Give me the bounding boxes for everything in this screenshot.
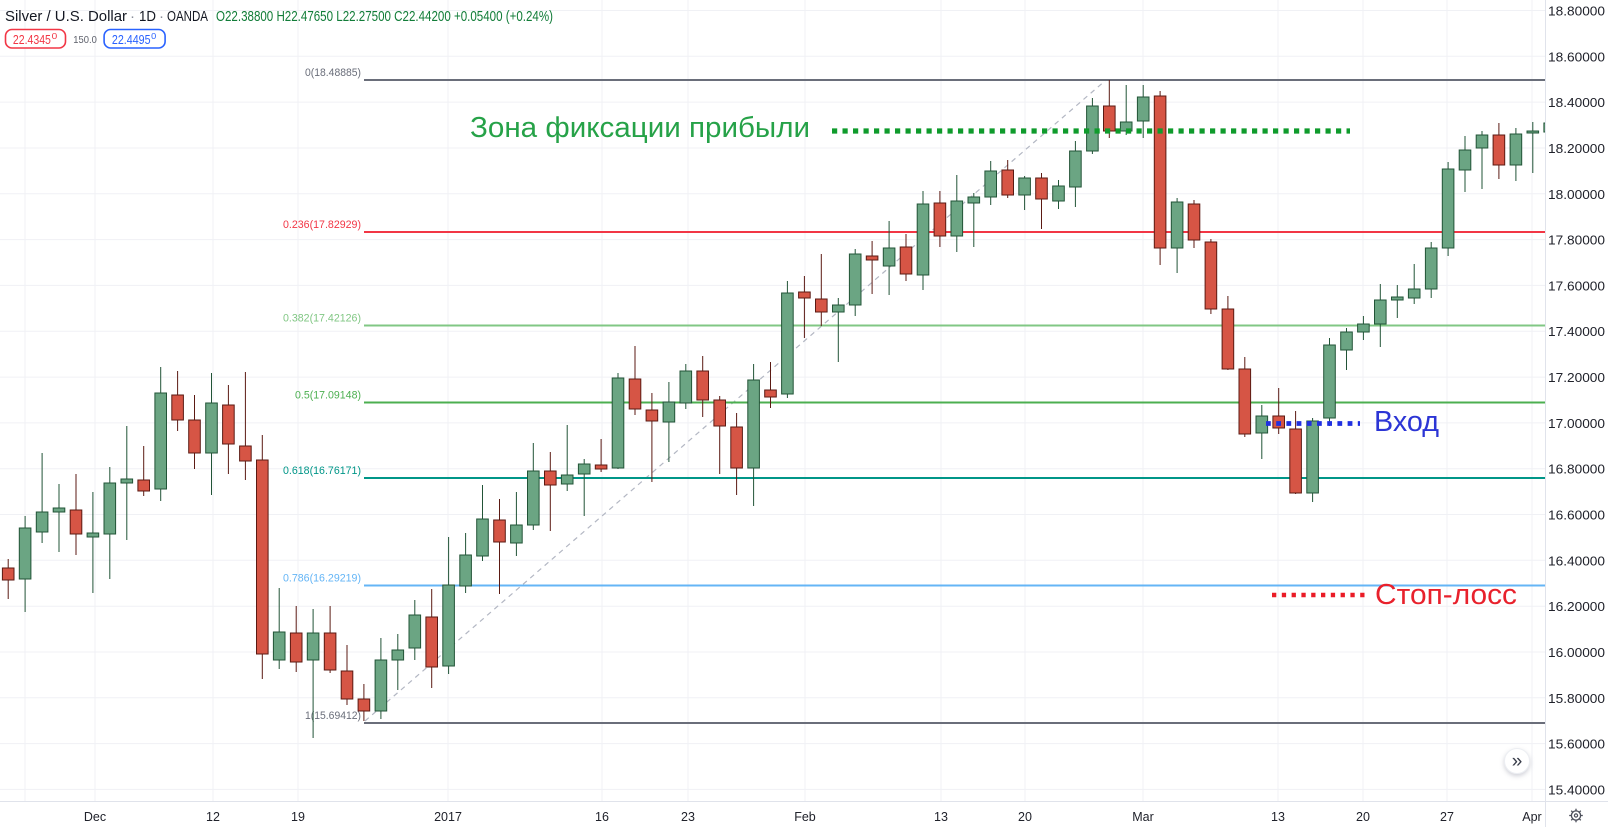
svg-text:1(15.69412): 1(15.69412) [305, 710, 361, 722]
svg-text:16: 16 [595, 810, 609, 824]
svg-text:15.40000: 15.40000 [1548, 783, 1605, 797]
svg-text:0.618(16.76171): 0.618(16.76171) [283, 465, 361, 477]
svg-text:Mar: Mar [1132, 810, 1154, 824]
svg-text:0: 0 [151, 31, 156, 41]
svg-text:·: · [159, 8, 164, 25]
svg-text:0.5(17.09148): 0.5(17.09148) [295, 390, 361, 402]
svg-text:17.20000: 17.20000 [1548, 371, 1605, 385]
svg-text:16.40000: 16.40000 [1548, 554, 1605, 568]
svg-text:17.80000: 17.80000 [1548, 234, 1605, 248]
svg-text:23: 23 [681, 810, 695, 824]
svg-text:20: 20 [1356, 810, 1370, 824]
svg-text:22.4345: 22.4345 [13, 32, 51, 47]
svg-text:Feb: Feb [794, 810, 816, 824]
svg-text:16.60000: 16.60000 [1548, 509, 1605, 523]
svg-text:Вход: Вход [1374, 406, 1439, 438]
svg-text:15.80000: 15.80000 [1548, 692, 1605, 706]
svg-text:2017: 2017 [434, 810, 462, 824]
svg-text:·: · [130, 8, 135, 25]
svg-text:12: 12 [206, 810, 220, 824]
svg-text:22.4495: 22.4495 [112, 32, 151, 47]
svg-text:13: 13 [934, 810, 948, 824]
svg-text:16.20000: 16.20000 [1548, 600, 1605, 614]
svg-text:20: 20 [1018, 810, 1032, 824]
svg-text:0: 0 [52, 31, 58, 41]
svg-text:Apr: Apr [1522, 810, 1541, 824]
svg-text:0(18.48885): 0(18.48885) [305, 67, 361, 79]
svg-text:0.786(16.29219): 0.786(16.29219) [283, 573, 361, 585]
svg-text:13: 13 [1271, 810, 1285, 824]
svg-text:27: 27 [1440, 810, 1454, 824]
svg-text:Dec: Dec [84, 810, 106, 824]
svg-text:150.0: 150.0 [73, 34, 97, 46]
svg-text:18.60000: 18.60000 [1548, 50, 1605, 64]
svg-text:18.00000: 18.00000 [1548, 188, 1605, 202]
svg-text:18.40000: 18.40000 [1548, 96, 1605, 110]
svg-text:17.60000: 17.60000 [1548, 279, 1605, 293]
svg-text:1D: 1D [139, 8, 156, 25]
svg-text:0.382(17.42126): 0.382(17.42126) [283, 313, 361, 325]
svg-text:17.40000: 17.40000 [1548, 325, 1605, 339]
svg-text:Silver / U.S. Dollar: Silver / U.S. Dollar [5, 8, 127, 25]
svg-text:16.80000: 16.80000 [1548, 463, 1605, 477]
svg-text:Зона фиксации прибыли: Зона фиксации прибыли [470, 112, 810, 144]
svg-text:19: 19 [291, 810, 305, 824]
svg-text:O22.38800 H22.47650 L22.27500: O22.38800 H22.47650 L22.27500 C22.44200 … [216, 8, 553, 25]
svg-text:Стоп-лосс: Стоп-лосс [1375, 579, 1517, 611]
svg-text:»: » [1512, 751, 1523, 772]
svg-text:18.20000: 18.20000 [1548, 142, 1605, 156]
svg-text:16.00000: 16.00000 [1548, 646, 1605, 660]
svg-text:18.80000: 18.80000 [1548, 5, 1605, 19]
svg-text:17.00000: 17.00000 [1548, 417, 1605, 431]
svg-text:OANDA: OANDA [167, 8, 208, 25]
svg-text:0.236(17.82929): 0.236(17.82929) [283, 219, 361, 231]
svg-text:15.60000: 15.60000 [1548, 738, 1605, 752]
